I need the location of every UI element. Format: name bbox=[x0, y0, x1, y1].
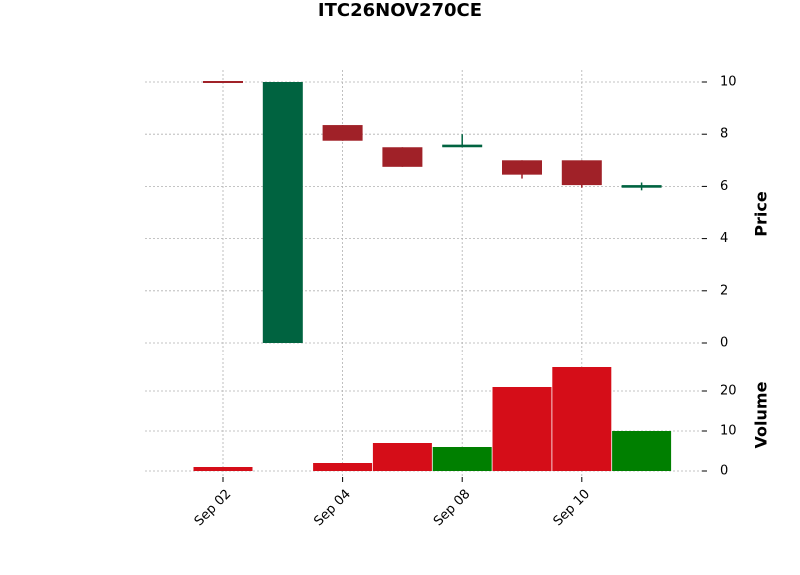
x-tick-label: Sep 04 bbox=[311, 487, 354, 530]
x-tick-label: Sep 08 bbox=[431, 487, 474, 530]
y-tick-label: 8 bbox=[720, 127, 728, 142]
y-tick-label: 0 bbox=[720, 335, 728, 350]
y2-tick-label: 10 bbox=[720, 424, 737, 439]
x-tick-label: Sep 02 bbox=[192, 487, 235, 530]
volume-bar bbox=[432, 447, 492, 471]
volume-bar bbox=[372, 443, 432, 471]
candle-body bbox=[561, 160, 602, 186]
candle-body bbox=[382, 147, 423, 167]
y-tick-label: 2 bbox=[720, 283, 728, 298]
candle-body bbox=[502, 160, 542, 175]
candle-body bbox=[262, 82, 303, 343]
y-tick-label: 6 bbox=[720, 179, 728, 194]
chart-title: ITC26NOV270CE bbox=[318, 0, 482, 21]
y-tick-label: 10 bbox=[720, 75, 737, 90]
candle-body bbox=[322, 125, 363, 141]
volume-bar bbox=[313, 463, 373, 471]
x-tick-label: Sep 10 bbox=[551, 487, 594, 530]
y2-tick-label: 20 bbox=[720, 384, 737, 399]
volume-bar bbox=[492, 387, 552, 471]
y2-axis-label: Volume bbox=[752, 381, 771, 448]
candle-body bbox=[621, 185, 662, 188]
volume-bar bbox=[193, 467, 253, 471]
y-axis-label: Price bbox=[752, 191, 771, 237]
y-tick-label: 4 bbox=[720, 231, 728, 246]
y2-tick-label: 0 bbox=[720, 464, 728, 479]
volume-bar bbox=[612, 431, 672, 471]
candle-body bbox=[203, 81, 243, 84]
volume-bar bbox=[552, 367, 612, 471]
candle-body bbox=[442, 144, 483, 148]
